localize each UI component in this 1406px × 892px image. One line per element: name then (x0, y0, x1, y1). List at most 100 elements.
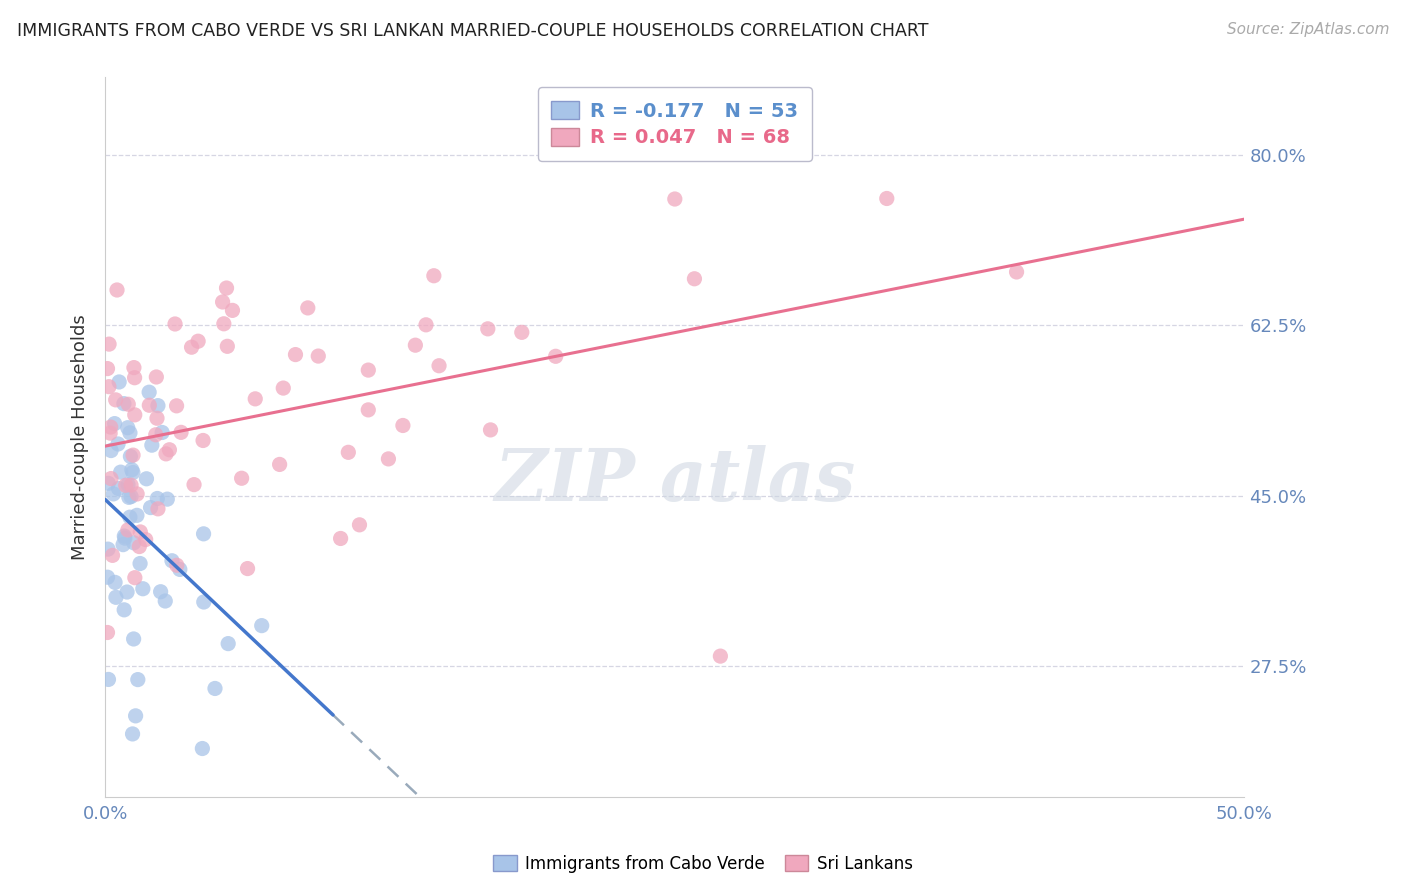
Point (101, 549, 124, 563)
Point (128, 540, 150, 554)
Point (138, 385, 160, 400)
Y-axis label: Married-couple Households: Married-couple Households (72, 314, 89, 560)
Point (118, 510, 141, 524)
Point (145, 370, 167, 384)
Point (112, 538, 135, 552)
Point (120, 450, 142, 464)
Point (117, 523, 139, 537)
Point (112, 397, 135, 411)
Point (357, 363, 380, 377)
Point (112, 603, 135, 617)
Point (135, 533, 157, 547)
Point (191, 741, 214, 756)
Point (180, 340, 202, 354)
Point (510, 326, 533, 340)
Point (97, 542, 120, 557)
Point (98, 426, 121, 441)
Point (122, 466, 145, 480)
Point (141, 438, 163, 452)
Point (683, 272, 706, 286)
Point (138, 398, 160, 412)
Point (139, 500, 162, 515)
Point (423, 268, 446, 283)
Point (107, 482, 129, 496)
Point (193, 595, 215, 609)
Point (104, 392, 127, 407)
Point (117, 477, 139, 491)
Point (166, 558, 188, 573)
Text: ZIP atlas: ZIP atlas (494, 445, 855, 516)
Point (271, 381, 294, 395)
Point (392, 418, 415, 433)
Point (135, 472, 157, 486)
Point (104, 591, 127, 605)
Point (118, 425, 141, 440)
Point (96, 625, 118, 640)
Point (337, 445, 360, 459)
Point (124, 408, 146, 422)
Point (212, 317, 235, 331)
Point (97, 673, 120, 687)
Point (709, 649, 731, 664)
Point (103, 487, 125, 501)
Point (160, 554, 183, 568)
Point (115, 585, 138, 599)
Point (132, 582, 155, 596)
Point (124, 709, 146, 723)
Point (250, 618, 273, 632)
Point (98, 337, 121, 351)
Point (427, 359, 450, 373)
Point (163, 317, 186, 331)
Point (145, 427, 167, 442)
Point (96, 361, 118, 376)
Point (125, 508, 148, 523)
Point (120, 490, 142, 504)
Point (357, 403, 380, 417)
Point (112, 529, 135, 543)
Point (104, 575, 127, 590)
Point (124, 370, 146, 384)
Point (100, 420, 122, 434)
Point (377, 451, 399, 466)
Point (157, 442, 180, 457)
Legend: R = -0.177   N = 53, R = 0.047   N = 68: R = -0.177 N = 53, R = 0.047 N = 68 (537, 87, 811, 161)
Point (297, 301, 319, 315)
Point (415, 318, 437, 332)
Point (236, 561, 259, 575)
Point (307, 349, 329, 363)
Point (129, 557, 152, 571)
Point (204, 681, 226, 696)
Point (215, 281, 238, 295)
Point (118, 491, 141, 505)
Point (187, 334, 209, 349)
Point (127, 487, 149, 501)
Point (269, 458, 291, 472)
Point (120, 478, 142, 492)
Point (1005, 265, 1028, 279)
Point (122, 632, 145, 646)
Point (110, 465, 132, 479)
Point (97, 476, 120, 491)
Point (121, 727, 143, 741)
Point (108, 375, 131, 389)
Point (193, 526, 215, 541)
Text: Source: ZipAtlas.com: Source: ZipAtlas.com (1226, 22, 1389, 37)
Point (876, 192, 898, 206)
Point (245, 392, 267, 406)
Point (217, 637, 239, 651)
Point (122, 448, 145, 462)
Point (117, 397, 139, 411)
Point (100, 443, 122, 458)
Point (149, 584, 172, 599)
Point (183, 477, 205, 491)
Text: IMMIGRANTS FROM CABO VERDE VS SRI LANKAN MARRIED-COUPLE HOUSEHOLDS CORRELATION C: IMMIGRANTS FROM CABO VERDE VS SRI LANKAN… (17, 22, 928, 40)
Point (329, 532, 352, 546)
Point (97, 379, 120, 393)
Point (664, 192, 686, 206)
Point (166, 399, 188, 413)
Point (114, 478, 136, 492)
Point (121, 463, 143, 477)
Point (107, 437, 129, 451)
Point (155, 594, 177, 608)
Point (100, 472, 122, 486)
